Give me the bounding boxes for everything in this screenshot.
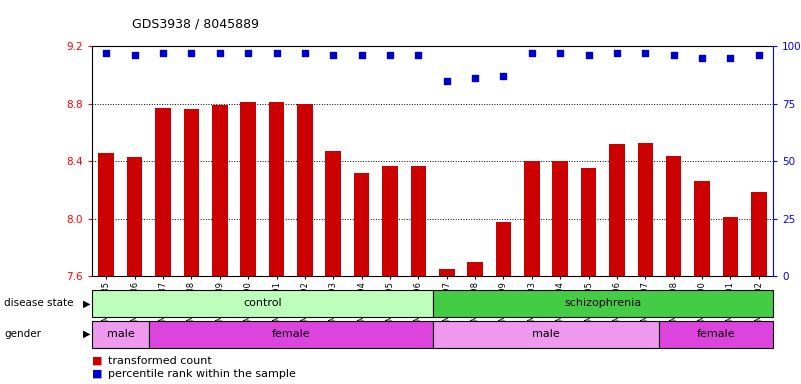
Bar	[553, 161, 568, 276]
Point	[724, 55, 737, 61]
Text: ■: ■	[92, 369, 103, 379]
Bar	[240, 102, 256, 276]
Text: ▶: ▶	[83, 298, 90, 308]
Point	[185, 50, 198, 56]
Text: transformed count: transformed count	[108, 356, 212, 366]
Point	[213, 50, 226, 56]
Text: gender: gender	[4, 329, 41, 339]
Point	[469, 75, 481, 81]
Point	[553, 50, 566, 56]
Point	[582, 52, 595, 58]
Text: female: female	[272, 329, 310, 339]
Point	[610, 50, 623, 56]
Bar	[524, 161, 540, 276]
Point	[355, 52, 368, 58]
Bar	[325, 151, 341, 276]
Bar	[92, 290, 433, 317]
Bar	[268, 102, 284, 276]
Text: ■: ■	[92, 356, 103, 366]
Text: GDS3938 / 8045889: GDS3938 / 8045889	[132, 18, 260, 31]
Bar	[659, 321, 773, 348]
Bar	[581, 169, 597, 276]
Bar	[297, 104, 312, 276]
Text: male: male	[532, 329, 560, 339]
Text: female: female	[697, 329, 735, 339]
Point	[667, 52, 680, 58]
Text: control: control	[243, 298, 282, 308]
Bar	[155, 108, 171, 276]
Point	[695, 55, 708, 61]
Point	[299, 50, 312, 56]
Point	[242, 50, 255, 56]
Point	[441, 78, 453, 84]
Bar	[666, 156, 682, 276]
Point	[412, 52, 425, 58]
Bar	[609, 144, 625, 276]
Bar	[439, 269, 454, 276]
Bar	[99, 153, 114, 276]
Point	[270, 50, 283, 56]
Text: ▶: ▶	[83, 329, 90, 339]
Bar	[496, 222, 511, 276]
Bar	[92, 321, 149, 348]
Bar	[433, 321, 659, 348]
Bar	[354, 173, 369, 276]
Point	[639, 50, 652, 56]
Bar	[382, 166, 398, 276]
Text: male: male	[107, 329, 135, 339]
Text: disease state: disease state	[4, 298, 74, 308]
Bar	[467, 262, 483, 276]
Bar	[751, 192, 767, 276]
Bar	[433, 290, 773, 317]
Bar	[723, 217, 739, 276]
Point	[384, 52, 396, 58]
Point	[327, 52, 340, 58]
Bar	[694, 182, 710, 276]
Point	[157, 50, 170, 56]
Bar	[638, 142, 653, 276]
Point	[128, 52, 141, 58]
Bar	[212, 105, 227, 276]
Bar	[411, 166, 426, 276]
Point	[497, 73, 510, 79]
Bar	[127, 157, 143, 276]
Bar	[149, 321, 433, 348]
Point	[752, 52, 765, 58]
Text: schizophrenia: schizophrenia	[564, 298, 642, 308]
Bar	[183, 109, 199, 276]
Text: percentile rank within the sample: percentile rank within the sample	[108, 369, 296, 379]
Point	[525, 50, 538, 56]
Point	[100, 50, 113, 56]
